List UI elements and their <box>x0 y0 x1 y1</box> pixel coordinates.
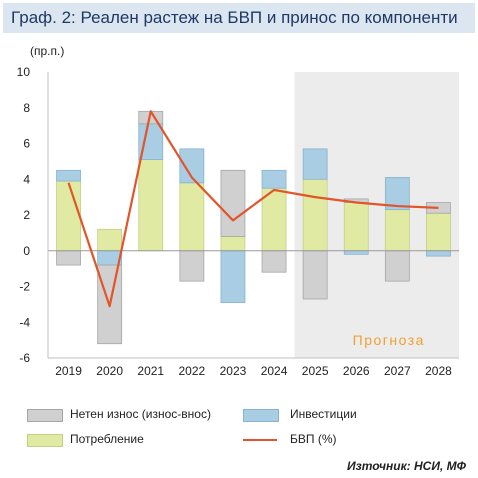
bar-consumption-2028 <box>426 212 451 252</box>
x-tick-label: 2021 <box>137 364 164 378</box>
bar-consumption-2024 <box>261 187 287 252</box>
bar-consumption-2019 <box>56 180 81 252</box>
y-tick-label: 0 <box>23 244 30 258</box>
legend-swatch-gdp <box>243 439 277 441</box>
legend-label-gdp: БВП (%) <box>290 432 337 446</box>
x-tick-label: 2028 <box>425 364 452 378</box>
x-tick-label: 2023 <box>220 364 247 378</box>
legend-swatch-investment <box>243 409 279 422</box>
y-tick-label: -2 <box>19 280 30 294</box>
bar-consumption-2022 <box>179 182 205 252</box>
y-tick-label: 10 <box>17 65 31 79</box>
y-tick-label: 8 <box>23 101 30 115</box>
bar-net-exports-2023 <box>220 169 246 237</box>
title-bar: Граф. 2: Реален растеж на БВП и принос п… <box>3 3 475 33</box>
bar-investment-2025 <box>302 148 328 180</box>
legend-swatch-consumption <box>27 434 63 447</box>
y-unit-label: (пр.п.) <box>30 44 65 58</box>
bar-investment-2019 <box>56 169 81 182</box>
legend-swatch-net-exports <box>27 409 63 422</box>
bar-net-exports-2027 <box>384 250 410 282</box>
y-tick-label: 4 <box>23 172 30 186</box>
bar-investment-2028 <box>426 250 451 257</box>
source-note: Източник: НСИ, МФ <box>347 459 466 473</box>
chart-title: Граф. 2: Реален растеж на БВП и принос п… <box>11 8 458 27</box>
x-tick-label: 2022 <box>178 364 205 378</box>
bar-consumption-2021 <box>138 159 164 252</box>
y-tick-label: 2 <box>23 208 30 222</box>
bar-consumption-2020 <box>97 228 123 252</box>
legend-label-net-exports: Нетен износ (износ-внос) <box>70 407 211 421</box>
bar-net-exports-2022 <box>179 250 205 282</box>
bar-net-exports-2025 <box>302 250 328 300</box>
bar-consumption-2023 <box>220 236 246 252</box>
bar-investment-2023 <box>220 250 246 303</box>
x-tick-label: 2025 <box>302 364 329 378</box>
bar-net-exports-2019 <box>56 250 81 266</box>
y-tick-label: -6 <box>19 351 30 365</box>
forecast-label: Прогноза <box>353 332 425 348</box>
bar-consumption-2027 <box>384 209 410 252</box>
x-tick-label: 2020 <box>96 364 123 378</box>
x-tick-label: 2024 <box>261 364 288 378</box>
y-tick-label: -4 <box>19 315 30 329</box>
bar-investment-2026 <box>343 250 369 255</box>
legend-label-investment: Инвестиции <box>290 407 357 421</box>
bar-consumption-2026 <box>343 202 369 252</box>
x-tick-label: 2019 <box>55 364 82 378</box>
gdp-line <box>67 110 439 308</box>
legend-label-consumption: Потребление <box>70 432 144 446</box>
bar-net-exports-2024 <box>261 250 287 273</box>
bar-consumption-2025 <box>302 178 328 252</box>
y-tick-label: 6 <box>23 137 30 151</box>
x-tick-label: 2026 <box>343 364 370 378</box>
x-tick-label: 2027 <box>384 364 411 378</box>
bar-investment-2024 <box>261 169 287 189</box>
